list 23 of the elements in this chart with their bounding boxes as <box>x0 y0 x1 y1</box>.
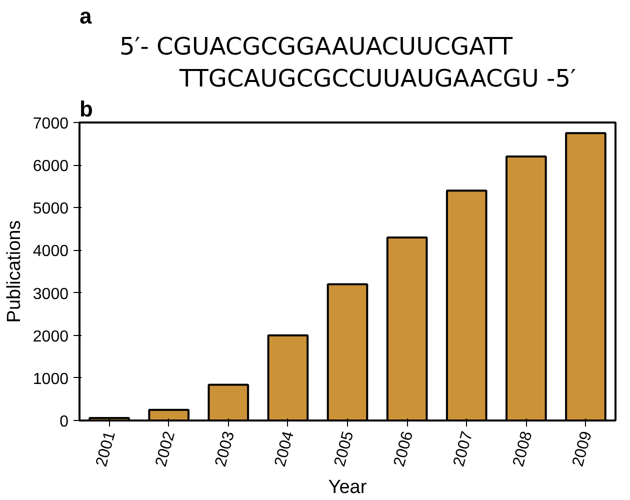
x-tick-label: 2003 <box>212 430 238 468</box>
x-tick-label: 2005 <box>332 430 358 468</box>
x-tick-label: 2006 <box>391 430 417 468</box>
x-tick-label: 2002 <box>152 430 179 468</box>
x-tick-label: 2001 <box>93 430 119 468</box>
y-tick-label: 4000 <box>32 243 69 260</box>
y-tick-label: 5000 <box>32 200 69 218</box>
x-tick-label: 2004 <box>272 430 298 468</box>
text: a <box>80 4 92 28</box>
x-tick-label: 2007 <box>450 430 476 468</box>
x-tick-label: 2009 <box>570 430 596 468</box>
y-tick-label: 0 <box>60 414 69 430</box>
x-axis-title: Year <box>328 476 368 498</box>
y-tick-label: 6000 <box>32 158 69 176</box>
y-tick-label: 3000 <box>32 286 69 303</box>
y-tick-label: 2000 <box>32 328 69 346</box>
y-tick-label: 7000 <box>32 116 69 132</box>
y-tick-label: 1000 <box>32 370 69 388</box>
text: b <box>80 96 93 122</box>
x-tick-label: 2008 <box>510 430 536 468</box>
text: TTGCAUGCGCCUUAUGAACGU -5′ <box>178 64 576 92</box>
text: 5′- CGUACGCGGAAUACUUCGATT <box>120 32 513 60</box>
y-axis-title: Publications <box>4 220 25 323</box>
